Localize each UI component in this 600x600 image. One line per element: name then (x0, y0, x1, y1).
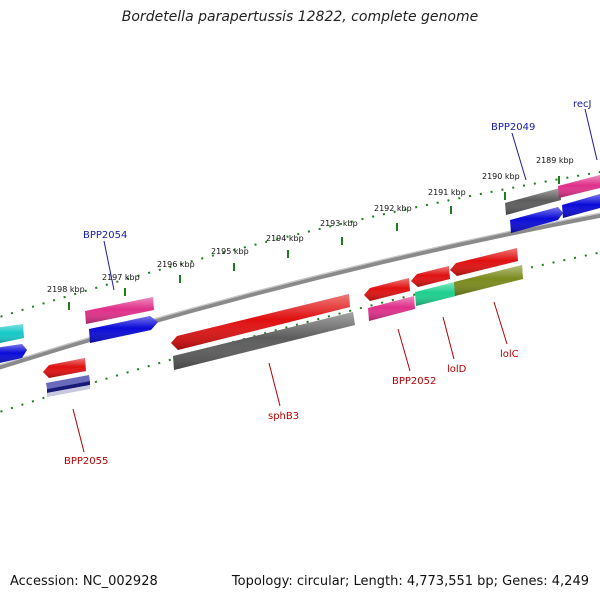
gene-feature[interactable] (368, 296, 415, 321)
outer-scale-ring (0, 171, 600, 318)
kbp-label: 2195 kbp (211, 247, 249, 256)
gene-feature[interactable] (47, 381, 90, 393)
kbp-label: 2189 kbp (536, 156, 574, 165)
gene-label-lold[interactable]: lolD (447, 364, 467, 375)
gene-feature[interactable] (171, 294, 350, 350)
kbp-label: 2192 kbp (374, 204, 412, 213)
gene-label-bpp2052[interactable]: BPP2052 (392, 376, 436, 387)
gene-feature[interactable] (450, 248, 518, 276)
gene-feature[interactable] (510, 207, 563, 233)
gene-feature[interactable] (562, 194, 600, 218)
kbp-label: 2197 kbp (102, 273, 140, 282)
kbp-labels: 2198 kbp 2197 kbp 2196 kbp 2195 kbp 2194… (47, 156, 574, 294)
kbp-label: 2190 kbp (482, 172, 520, 181)
gene-feature[interactable] (0, 324, 24, 344)
kbp-label: 2194 kbp (266, 234, 304, 243)
map-title: Bordetella parapertussis 12822, complete… (121, 9, 479, 25)
gene-label-bpp2054[interactable]: BPP2054 (83, 230, 127, 241)
genome-summary-text: Topology: circular; Length: 4,773,551 bp… (231, 574, 589, 589)
kbp-label: 2196 kbp (157, 260, 195, 269)
gene-feature[interactable] (364, 278, 410, 301)
reverse-features (43, 248, 523, 397)
gene-feature[interactable] (89, 316, 158, 343)
gene-feature[interactable] (46, 375, 90, 389)
accession-text: Accession: NC_002928 (10, 574, 158, 589)
gene-feature[interactable] (411, 266, 450, 287)
gene-label-lolc[interactable]: lolC (500, 349, 519, 360)
gene-feature[interactable] (558, 175, 600, 198)
gene-label-bpp2055[interactable]: BPP2055 (64, 456, 108, 467)
gene-feature[interactable] (415, 282, 456, 306)
gene-feature[interactable] (43, 358, 86, 378)
kbp-ticks (68, 176, 560, 310)
gene-feature[interactable] (454, 265, 523, 296)
gene-feature[interactable] (85, 297, 154, 324)
kbp-label: 2198 kbp (47, 285, 85, 294)
kbp-label: 2193 kbp (320, 219, 358, 228)
gene-feature[interactable] (0, 344, 27, 364)
forward-features (0, 175, 600, 364)
gene-label-sphb3[interactable]: sphB3 (268, 411, 299, 422)
gene-label-bpp2049[interactable]: BPP2049 (491, 122, 535, 133)
genome-backbone (0, 212, 600, 370)
leader-lines (72, 108, 598, 453)
kbp-label: 2191 kbp (428, 188, 466, 197)
gene-feature[interactable] (173, 312, 355, 370)
gene-feature[interactable] (505, 188, 561, 215)
gene-feature[interactable] (47, 385, 90, 397)
gene-label-recj[interactable]: recJ (573, 99, 592, 110)
